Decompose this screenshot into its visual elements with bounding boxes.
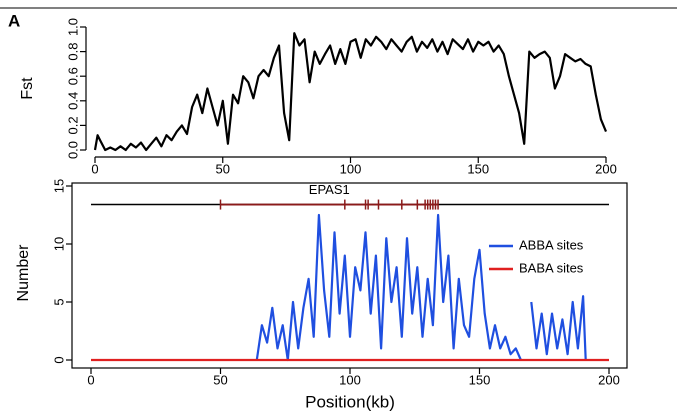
y-tick-label: 10	[51, 237, 66, 251]
y-axis-label: Fst	[19, 77, 36, 100]
data-line	[93, 32, 608, 152]
y-tick-label: 0	[51, 356, 66, 363]
y-tick-label: 0.4	[65, 92, 80, 110]
plot-frame	[71, 182, 628, 369]
y-tick-label: 0.2	[65, 116, 80, 134]
y-tick-label: 5	[51, 298, 66, 305]
data-line	[255, 213, 587, 362]
y-tick-label: 0.8	[65, 43, 80, 61]
y-axis-label: Number	[15, 244, 32, 302]
x-tick-label: 100	[340, 161, 362, 176]
gene-label: EPAS1	[309, 182, 350, 197]
x-tick-label: 150	[469, 372, 491, 387]
x-tick-label: 200	[598, 372, 620, 387]
y-tick-label: 1.0	[65, 18, 80, 36]
y-tick-label: 15	[51, 179, 66, 193]
x-tick-label: 0	[87, 372, 94, 387]
x-tick-label: 100	[339, 372, 361, 387]
x-tick-label: 50	[216, 161, 230, 176]
legend-label: BABA sites	[519, 260, 584, 275]
x-tick-label: 200	[595, 161, 617, 176]
x-tick-label: 0	[91, 161, 98, 176]
legend-label: ABBA sites	[519, 237, 584, 252]
y-tick-label: 0.6	[65, 67, 80, 85]
x-tick-label: 50	[213, 372, 227, 387]
y-tick-label: 0.0	[65, 141, 80, 159]
x-axis-label: Position(kb)	[305, 392, 395, 411]
panel-label: A	[8, 11, 20, 30]
x-tick-label: 150	[467, 161, 489, 176]
